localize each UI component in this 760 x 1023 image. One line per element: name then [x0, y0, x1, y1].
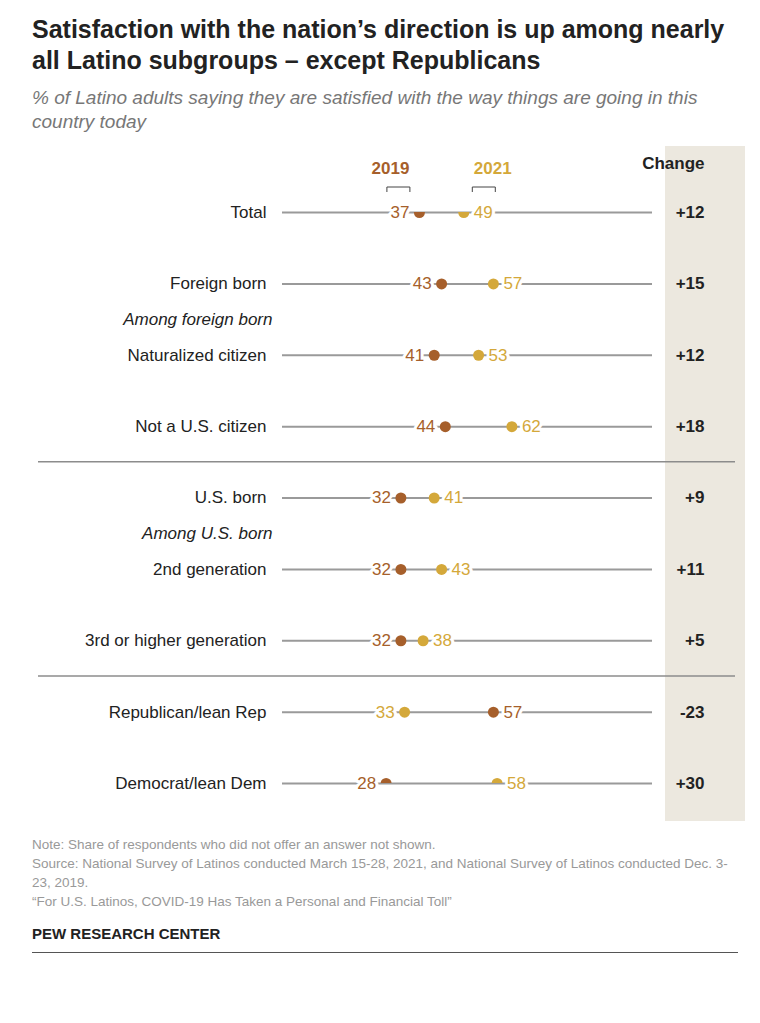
svg-text:+5: +5 [685, 631, 704, 650]
svg-text:44: 44 [416, 417, 435, 436]
svg-text:38: 38 [433, 631, 452, 650]
svg-text:Among U.S. born: Among U.S. born [141, 524, 272, 543]
svg-text:Democrat/lean Dem: Democrat/lean Dem [115, 774, 266, 793]
svg-text:Change: Change [642, 154, 704, 173]
svg-text:43: 43 [452, 560, 471, 579]
svg-text:+9: +9 [685, 488, 704, 507]
svg-text:49: 49 [474, 203, 493, 222]
svg-text:2nd generation: 2nd generation [153, 560, 266, 579]
svg-text:2019: 2019 [372, 159, 410, 178]
svg-text:Among foreign born: Among foreign born [122, 310, 272, 329]
svg-text:+11: +11 [677, 560, 705, 579]
svg-text:+12: +12 [676, 203, 705, 222]
svg-text:32: 32 [372, 631, 391, 650]
html-text:% of Latino adults saying they: % of Latino adults saying they are satis… [32, 87, 698, 132]
html-text:Source: National Survey of Lat: Source: National Survey of Latinos condu… [32, 856, 728, 890]
svg-text:+30: +30 [676, 774, 705, 793]
html-text:Satisfaction with the nation’s: Satisfaction with the nation’s direction… [32, 15, 725, 74]
svg-text:2021: 2021 [474, 159, 512, 178]
svg-text:Total: Total [231, 203, 267, 222]
svg-text:62: 62 [522, 417, 541, 436]
svg-text:Naturalized citizen: Naturalized citizen [128, 346, 267, 365]
html-text:“For U.S. Latinos, COVID-19 Ha: “For U.S. Latinos, COVID-19 Has Taken a … [32, 894, 452, 909]
svg-text:41: 41 [405, 346, 424, 365]
svg-text:32: 32 [372, 488, 391, 507]
html-text:PEW RESEARCH CENTER: PEW RESEARCH CENTER [32, 925, 221, 942]
svg-text:+18: +18 [676, 417, 705, 436]
svg-text:57: 57 [503, 274, 522, 293]
svg-text:37: 37 [390, 203, 409, 222]
svg-text:33: 33 [376, 703, 395, 722]
svg-text:U.S. born: U.S. born [195, 488, 267, 507]
svg-text:41: 41 [444, 488, 463, 507]
svg-text:-23: -23 [680, 703, 705, 722]
svg-text:3rd or higher generation: 3rd or higher generation [85, 631, 266, 650]
svg-text:Foreign born: Foreign born [170, 274, 266, 293]
svg-text:+12: +12 [676, 346, 705, 365]
svg-text:+15: +15 [676, 274, 705, 293]
svg-text:57: 57 [503, 703, 522, 722]
svg-text:Republican/lean Rep: Republican/lean Rep [109, 703, 267, 722]
svg-text:43: 43 [413, 274, 432, 293]
svg-text:32: 32 [372, 560, 391, 579]
svg-text:58: 58 [507, 774, 526, 793]
svg-text:28: 28 [357, 774, 376, 793]
svg-text:Not a U.S. citizen: Not a U.S. citizen [135, 417, 266, 436]
html-text:Note: Share of respondents who: Note: Share of respondents who did not o… [32, 837, 436, 852]
svg-text:53: 53 [489, 346, 508, 365]
